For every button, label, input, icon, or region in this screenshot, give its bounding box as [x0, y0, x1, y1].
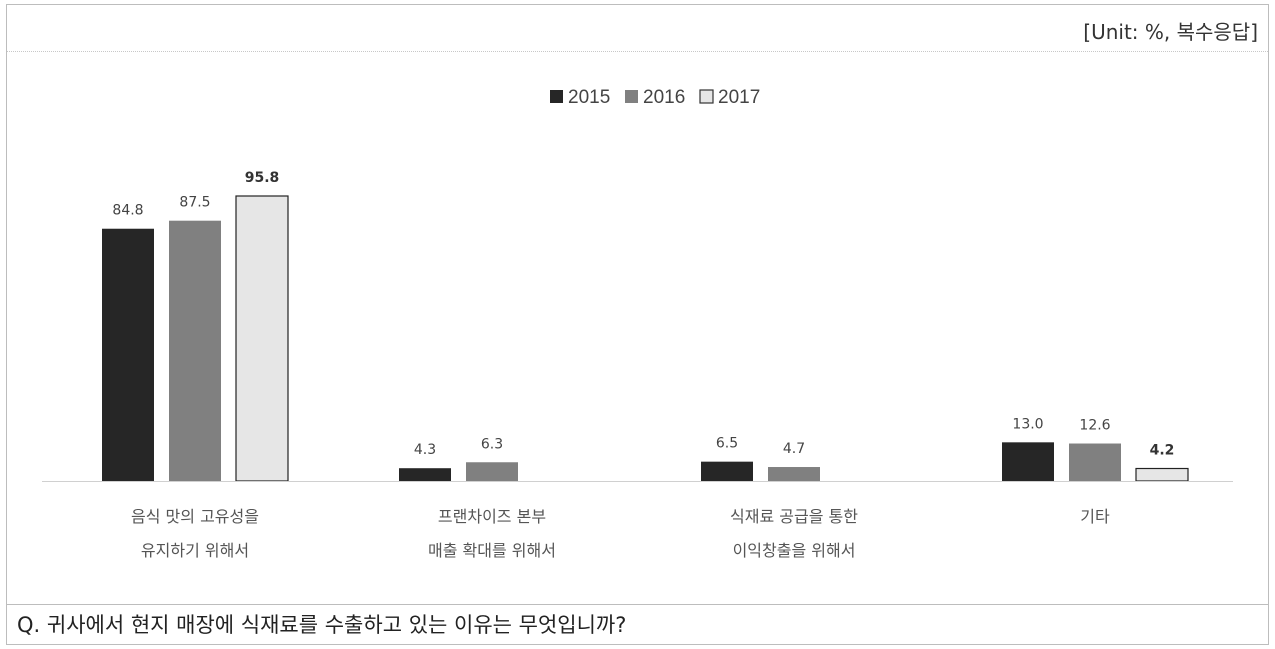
bar-2015-3	[1002, 442, 1054, 481]
data-label-2015-3: 13.0	[1012, 416, 1043, 432]
bar-2017-0	[235, 195, 289, 482]
top-separator	[7, 51, 1268, 52]
data-label-2016-3: 12.6	[1079, 418, 1110, 434]
data-label-2016-1: 6.3	[481, 436, 503, 452]
bar-2016-2	[768, 467, 820, 481]
bar-2016-3	[1069, 443, 1121, 481]
data-label-2017-3: 4.2	[1150, 443, 1175, 459]
bar-chart: 2015 2016 2017 84.8 4.3 6.5 13.0 87.5 6.3 4.7 12.6…	[42, 87, 1233, 560]
data-label-2015-2: 6.5	[716, 436, 738, 452]
data-label-2016-0: 87.5	[179, 195, 210, 211]
bar-2015-1	[399, 468, 451, 481]
unit-label: [Unit: %, 복수응답]	[1083, 20, 1258, 44]
category-label-1-1: 매출 확대를 위해서	[428, 541, 556, 560]
legend-swatch-2017	[699, 89, 714, 104]
data-label-2016-2: 4.7	[783, 441, 805, 457]
category-label-0-1: 유지하기 위해서	[141, 541, 249, 560]
category-label-2-1: 이익창출을 위해서	[733, 541, 856, 560]
category-label-2-0: 식재료 공급을 통한	[730, 507, 858, 526]
data-label-2015-1: 4.3	[414, 442, 436, 458]
data-label-2017-0: 95.8	[245, 170, 280, 186]
data-label-2015-0: 84.8	[112, 203, 143, 219]
bar-2017-3	[1135, 467, 1189, 482]
legend-label-2015: 2015	[568, 87, 610, 108]
category-label-3-0: 기타	[1080, 507, 1110, 526]
legend-swatch-2016	[625, 90, 638, 103]
bar-2016-0	[169, 220, 221, 481]
bar-2016-1	[466, 462, 518, 481]
bar-2015-2	[701, 461, 753, 481]
legend-swatch-2015	[550, 90, 563, 103]
category-label-0-0: 음식 맛의 고유성을	[131, 507, 259, 526]
bottom-separator	[7, 604, 1268, 605]
bar-2015-0	[102, 228, 154, 481]
legend-label-2017: 2017	[718, 87, 760, 108]
category-label-1-0: 프랜차이즈 본부	[438, 507, 546, 526]
survey-question: Q. 귀사에서 현지 매장에 식재료를 수출하고 있는 이유는 무엇입니까?	[17, 613, 627, 637]
legend-label-2016: 2016	[643, 87, 685, 108]
